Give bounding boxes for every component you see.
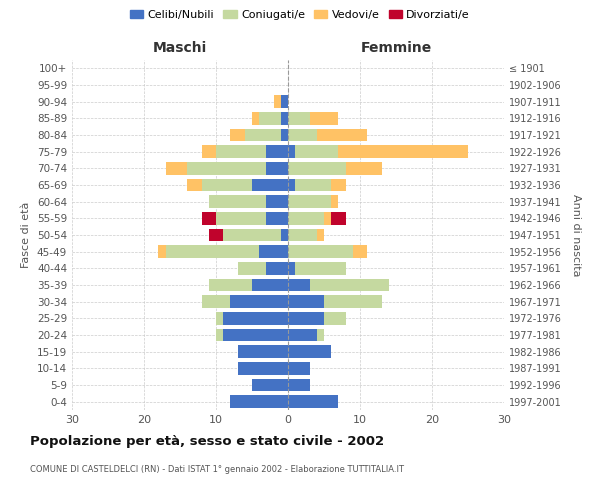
Bar [295,262,346,274]
Bar [331,196,338,208]
Legend: Celibi/Nubili, Coniugati/e, Vedovi/e, Divorziati/e: Celibi/Nubili, Coniugati/e, Vedovi/e, Di… [125,6,475,25]
Bar [338,146,468,158]
Bar [281,112,288,124]
Bar [216,312,223,324]
Bar [238,362,288,374]
Bar [324,212,331,224]
Bar [331,212,346,224]
Bar [266,212,288,224]
Bar [166,246,259,258]
Bar [252,179,288,192]
Bar [295,146,338,158]
Bar [288,379,310,391]
Bar [216,329,223,341]
Bar [324,296,382,308]
Bar [288,279,310,291]
Bar [288,112,310,124]
Bar [252,379,288,391]
Text: COMUNE DI CASTELDELCI (RN) - Dati ISTAT 1° gennaio 2002 - Elaborazione TUTTITALI: COMUNE DI CASTELDELCI (RN) - Dati ISTAT … [30,465,404,474]
Bar [266,162,288,174]
Bar [288,246,353,258]
Bar [281,229,288,241]
Bar [259,112,281,124]
Bar [288,162,346,174]
Bar [288,179,295,192]
Bar [202,212,216,224]
Bar [209,196,266,208]
Bar [259,246,288,258]
Bar [324,312,346,324]
Bar [346,162,382,174]
Bar [223,312,288,324]
Bar [230,296,288,308]
Bar [281,96,288,108]
Bar [288,129,317,141]
Bar [288,396,338,408]
Y-axis label: Fasce di età: Fasce di età [22,202,31,268]
Bar [187,162,266,174]
Bar [266,146,288,158]
Bar [230,129,245,141]
Bar [245,129,281,141]
Bar [317,329,324,341]
Bar [288,362,310,374]
Bar [223,229,281,241]
Bar [202,296,230,308]
Text: Popolazione per età, sesso e stato civile - 2002: Popolazione per età, sesso e stato civil… [30,435,384,448]
Bar [266,262,288,274]
Bar [238,262,266,274]
Bar [317,229,324,241]
Bar [353,246,367,258]
Bar [202,146,216,158]
Bar [238,346,288,358]
Bar [281,129,288,141]
Bar [187,179,202,192]
Bar [252,279,288,291]
Bar [288,196,331,208]
Bar [288,329,317,341]
Bar [288,229,317,241]
Bar [288,346,331,358]
Bar [295,179,331,192]
Bar [310,279,389,291]
Bar [230,396,288,408]
Bar [288,212,324,224]
Bar [288,262,295,274]
Bar [209,279,252,291]
Y-axis label: Anni di nascita: Anni di nascita [571,194,581,276]
Bar [202,179,252,192]
Text: Maschi: Maschi [153,41,207,55]
Bar [223,329,288,341]
Bar [252,112,259,124]
Bar [331,179,346,192]
Bar [216,146,266,158]
Bar [158,246,166,258]
Bar [209,229,223,241]
Text: Femmine: Femmine [361,41,431,55]
Bar [166,162,187,174]
Bar [310,112,338,124]
Bar [288,146,295,158]
Bar [216,212,266,224]
Bar [288,312,324,324]
Bar [274,96,281,108]
Bar [288,296,324,308]
Bar [317,129,367,141]
Bar [266,196,288,208]
